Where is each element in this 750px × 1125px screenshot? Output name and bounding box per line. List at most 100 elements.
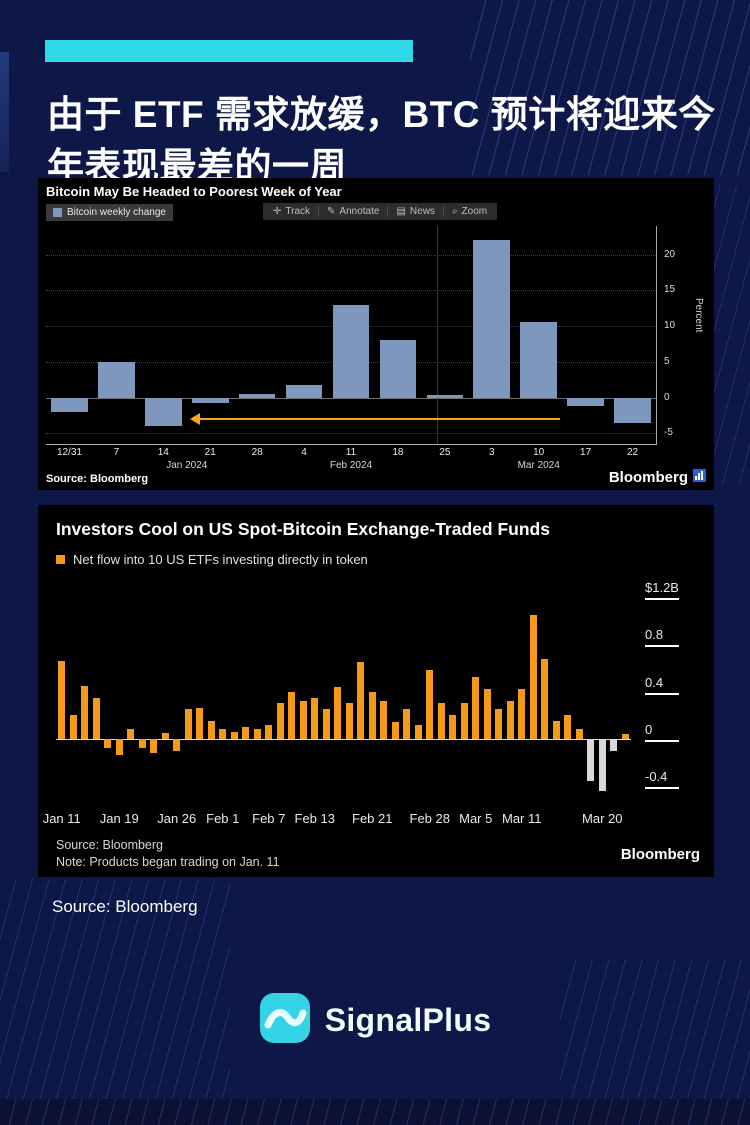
chart2-bar-22: [311, 697, 319, 739]
annotate-icon: ✎: [327, 206, 336, 217]
chart2-bar-31: [414, 724, 422, 739]
chart1-bar-17: [567, 397, 604, 407]
chart1-xtick-4: 4: [301, 447, 307, 458]
chart2-xtick-mar-11: Mar 11: [502, 811, 542, 826]
chart2-source-note: Source: Bloomberg Note: Products began t…: [56, 837, 280, 871]
chart1-xtick-28: 28: [251, 447, 263, 458]
chart2-tick-mark: [645, 787, 679, 790]
chart2-tick-mark: [645, 739, 679, 742]
chart2-bar-9: [161, 732, 169, 739]
chart2-bar-29: [391, 722, 399, 739]
chart2-ytick-label: 0.4: [645, 674, 664, 690]
chart2-bar-4: [104, 738, 112, 749]
chart2-xtick-feb-13: Feb 13: [294, 811, 335, 826]
chart2-panel: Investors Cool on US Spot-Bitcoin Exchan…: [38, 505, 714, 877]
chart2-bar-27: [368, 691, 376, 739]
chart1-xtick-21: 21: [204, 447, 216, 458]
chart1-y-axis-title: Percent: [693, 298, 704, 333]
chart2-ytick-label: 0.8: [645, 627, 664, 643]
chart2-ytick-label: $1.2B: [645, 580, 679, 596]
chart1-xtick-25: 25: [439, 447, 451, 458]
chart1-toolbar-label: Annotate: [339, 206, 380, 217]
chart2-bar-45: [575, 729, 583, 739]
chart1-toolbar-label: Track: [285, 206, 311, 217]
chart1-month-labels: Jan 2024 Feb 2024 Mar 2024: [46, 460, 656, 472]
chart1-month-jan: Jan 2024: [166, 460, 208, 471]
chart1-bar-14: [145, 397, 182, 427]
chart2-xtick-feb-7: Feb 7: [252, 811, 286, 826]
chart1-toolbar-track[interactable]: ✛ Track: [265, 206, 320, 217]
chart2-bar-21: [299, 701, 307, 739]
chart2-bar-32: [426, 670, 434, 739]
track-icon: ✛: [273, 206, 282, 217]
chart2-source: Source: Bloomberg: [56, 838, 164, 852]
chart2-bar-3: [92, 697, 100, 739]
chart2-zero-line: [56, 738, 631, 740]
chart2-bar-36: [472, 677, 480, 739]
chart1-x-axis-labels: 12/31 7 14 21 28 4 11 18 25 3 10 17 22: [46, 447, 656, 459]
chart1-bar-18: [379, 340, 417, 398]
chart2-plot-area: $1.2B 0.8 0.4 0 -0.4: [56, 580, 679, 805]
signalplus-wordmark: SignalPlus: [324, 1002, 492, 1038]
chart2-bar-16: [242, 727, 250, 739]
chart2-bar-15: [230, 731, 238, 739]
chart2-bar-44: [564, 715, 572, 739]
chart2-xtick-jan-26: Jan 26: [157, 811, 197, 826]
chart2-bar-48: [610, 738, 618, 751]
chart2-bar-35: [460, 703, 468, 739]
chart1-xtick-3: 3: [488, 447, 495, 458]
chart2-bar-19: [276, 703, 284, 739]
chart2-bar-12: [196, 708, 204, 739]
chart1-ytick-label: -5: [664, 427, 673, 439]
chart1-toolbar-news[interactable]: ▤ News: [388, 206, 444, 217]
chart2-bar-2: [81, 685, 89, 739]
chart1-month-mar: Mar 2024: [517, 460, 560, 471]
chart1-title: Bitcoin May Be Headed to Poorest Week of…: [46, 184, 342, 199]
chart1-legend: Bitcoin weekly change: [46, 204, 173, 221]
chart2-title: Investors Cool on US Spot-Bitcoin Exchan…: [56, 519, 550, 539]
chart2-bar-18: [265, 724, 273, 739]
chart2-legend-label: Net flow into 10 US ETFs investing direc…: [73, 552, 368, 567]
chart1-bar-21: [191, 397, 229, 403]
bottom-strip: [0, 1099, 750, 1125]
chart1-legend-label: Bitcoin weekly change: [67, 207, 166, 218]
chart2-xtick-mar-5: Mar 5: [459, 811, 493, 826]
chart2-xtick-feb-1: Feb 1: [206, 811, 240, 826]
chart1-gridline: [46, 290, 656, 292]
chart2-bar-47: [598, 738, 606, 791]
chart1-ytick-label: 10: [664, 320, 676, 332]
chart1-bar-25: [426, 395, 464, 398]
chart1-xtick-17: 17: [580, 447, 592, 458]
chart2-bar-20: [288, 691, 296, 739]
chart1-ytick-label: 20: [664, 248, 676, 260]
left-edge-accent: [0, 52, 9, 172]
news-icon: ▤: [396, 206, 406, 217]
chart2-xtick-feb-28: Feb 28: [409, 811, 450, 826]
chart1-ytick-label: 15: [664, 284, 676, 296]
chart1-gridline: [46, 433, 656, 435]
chart1-panel: Bitcoin May Be Headed to Poorest Week of…: [38, 178, 714, 490]
chart2-bar-38: [495, 709, 503, 739]
chart1-toolbar-annotate[interactable]: ✎ Annotate: [319, 206, 389, 217]
chart2-ytick-neg0p4: -0.4: [645, 769, 703, 790]
chart1-bar-12/31: [51, 397, 88, 412]
chart1-bloomberg-logo: Bloomberg: [609, 469, 706, 486]
chart1-toolbar: ✛ Track ✎ Annotate ▤ News ⌕ Zoom: [263, 203, 498, 220]
chart1-toolbar-zoom[interactable]: ⌕ Zoom: [444, 206, 495, 217]
zoom-icon: ⌕: [451, 206, 458, 217]
chart1-xtick-18: 18: [392, 447, 404, 458]
page-headline: 由于 ETF 需求放缓，BTC 预计将迎来今年表现最差的一周: [47, 93, 716, 188]
chart2-ytick-1p2: $1.2B: [645, 580, 703, 601]
chart2-bar-34: [449, 715, 457, 739]
chart1-ytick-label: 5: [664, 355, 670, 367]
chart2-ytick-0p8: 0.8: [645, 627, 703, 648]
chart2-x-axis-labels: Jan 11 Jan 19 Jan 26 Feb 1 Feb 7 Feb 13 Feb 21…: [43, 811, 631, 827]
chart2-bar-0: [58, 660, 66, 739]
chart2-xtick-mar-20: Mar 20: [582, 811, 623, 826]
chart2-xtick-jan-11: Jan 11: [42, 811, 81, 826]
chart1-bar-4: [285, 384, 323, 398]
chart2-note: Note: Products began trading on Jan. 11: [56, 854, 280, 869]
chart2-bar-30: [403, 709, 411, 739]
bloomberg-terminal-icon: [693, 469, 706, 486]
chart2-bar-23: [322, 709, 330, 739]
